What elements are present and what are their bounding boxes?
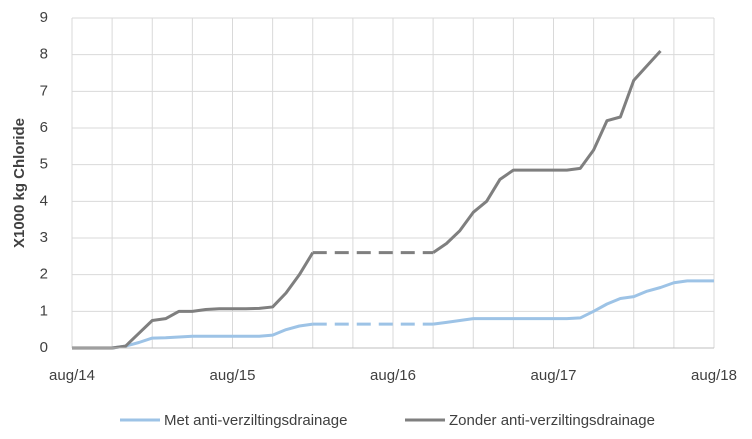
y-tick-label: 5 xyxy=(40,156,48,173)
y-tick-label: 1 xyxy=(40,302,48,319)
y-tick-label: 3 xyxy=(40,229,48,246)
x-tick-label: aug/16 xyxy=(370,367,416,384)
y-tick-label: 0 xyxy=(40,339,48,356)
legend-label: Met anti-verziltingsdrainage xyxy=(164,412,347,429)
y-tick-label: 7 xyxy=(40,82,48,99)
series-line xyxy=(432,49,662,254)
y-tick-label: 6 xyxy=(40,119,48,136)
y-tick-label: 4 xyxy=(40,192,48,209)
x-tick-label: aug/15 xyxy=(210,367,256,384)
y-tick-label: 8 xyxy=(40,46,48,63)
y-tick-label: 9 xyxy=(40,9,48,26)
y-axis-label: X1000 kg Chloride xyxy=(11,118,28,248)
x-tick-label: aug/18 xyxy=(691,367,737,384)
legend-label: Zonder anti-verziltingsdrainage xyxy=(449,412,655,429)
y-tick-label: 2 xyxy=(40,266,48,283)
series-line xyxy=(432,279,714,326)
x-tick-label: aug/17 xyxy=(531,367,577,384)
x-tick-label: aug/14 xyxy=(49,367,95,384)
